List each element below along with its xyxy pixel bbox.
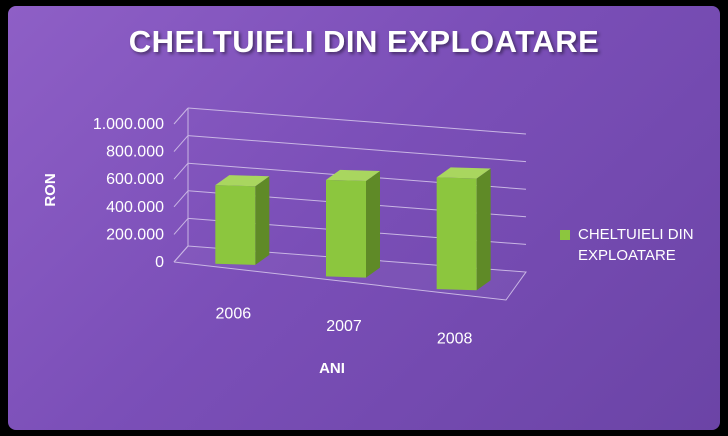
legend-entry-label: CHELTUIELI DIN EXPLOATARE	[578, 226, 694, 264]
bar-side-face	[255, 176, 270, 265]
y-tick-label: 800.000	[106, 144, 164, 161]
chart-title: CHELTUIELI DIN EXPLOATARE	[128, 24, 600, 59]
gridline	[187, 135, 527, 163]
bar-2008	[436, 167, 491, 291]
bar-front-face	[436, 177, 477, 291]
depth-tick	[173, 190, 189, 208]
depth-tick	[173, 245, 189, 263]
depth-tick	[173, 218, 189, 235]
bar-2006	[215, 175, 270, 265]
y-axis-label: RON	[42, 173, 59, 206]
x-tick-label: 2007	[326, 318, 362, 335]
y-tick-label: 600.000	[106, 171, 164, 188]
depth-tick	[173, 162, 189, 180]
bar-2007	[326, 169, 380, 278]
bar-top-face	[215, 175, 270, 187]
y-tick-label: 400.000	[106, 199, 164, 216]
x-tick-label: 2006	[216, 305, 252, 322]
bar-front-face	[326, 179, 366, 278]
bar-front-face	[215, 185, 256, 265]
gridline	[187, 107, 527, 135]
y-tick-label: 200.000	[106, 226, 164, 243]
depth-tick	[173, 135, 189, 152]
chart-plot: 0 200.000 400.000 600.000 800.000 1.000.000 20…	[42, 107, 527, 377]
depth-tick	[173, 107, 189, 125]
bar-top-face	[326, 169, 380, 181]
legend-swatch	[560, 230, 570, 240]
x-tick-label: 2008	[437, 331, 473, 348]
y-tick-label: 0	[155, 254, 164, 271]
x-axis-label: ANI	[319, 360, 345, 377]
bar-side-face	[476, 168, 491, 291]
bars-layer	[215, 167, 491, 291]
y-tick-label: 1.000.000	[93, 116, 164, 133]
bar-top-face	[436, 167, 491, 179]
chart-frame: CHELTUIELI DIN EXPLOATARE 0 200.000 400.00…	[8, 6, 720, 430]
bar-side-face	[366, 170, 380, 278]
ticks-layer: 0 200.000 400.000 600.000 800.000 1.000.000 20…	[93, 116, 473, 348]
